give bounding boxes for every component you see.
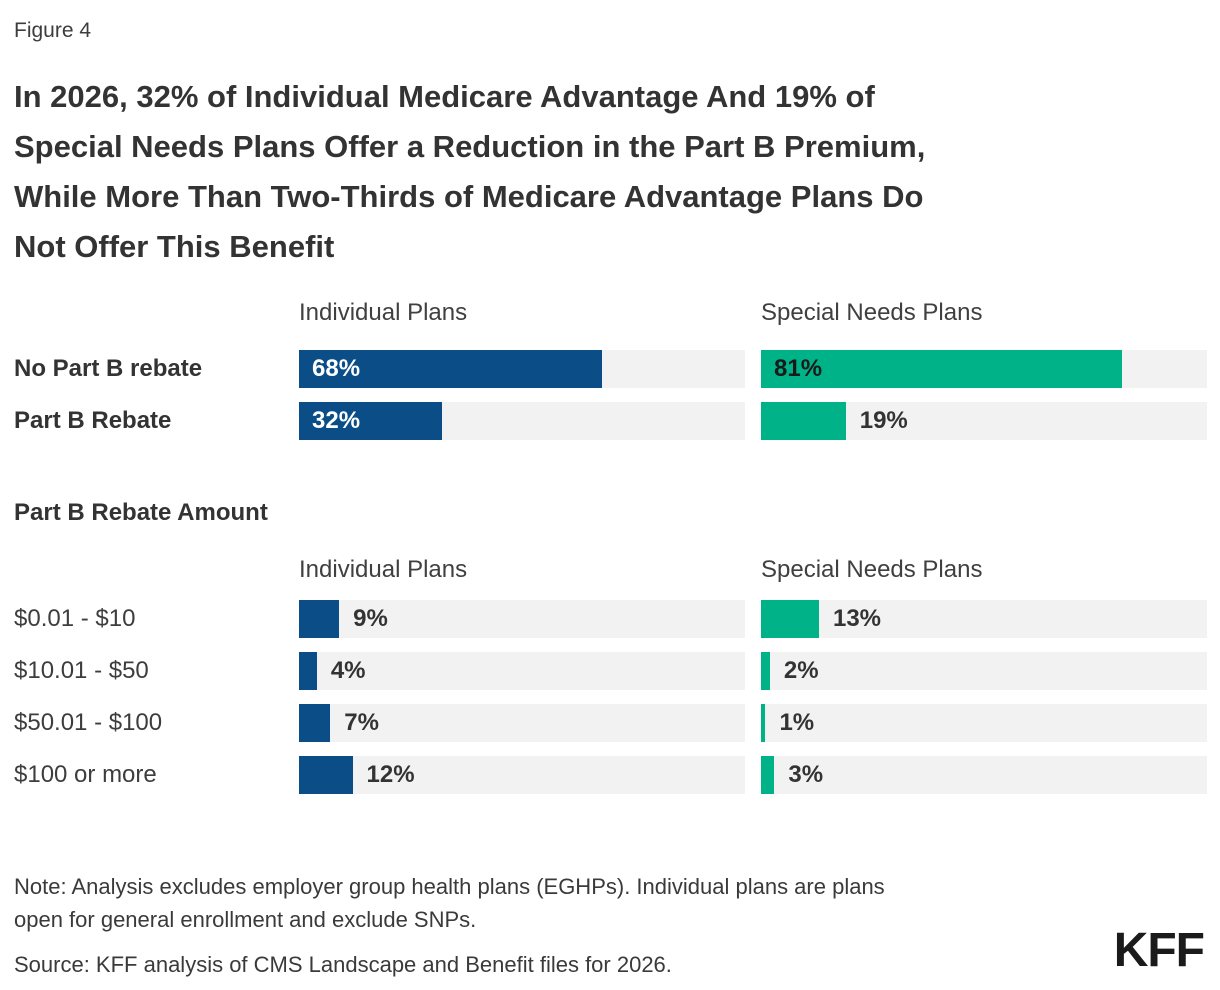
footer: Note: Analysis excludes employer group h… (14, 870, 1207, 980)
category-label: $50.01 - $100 (14, 709, 163, 736)
bar-track: 7% (299, 704, 745, 742)
category-label: No Part B rebate (14, 355, 203, 382)
section-heading-rebate-amount: Part B Rebate Amount (14, 499, 268, 526)
chart1-rows: No Part B rebate 68% 81% Part B Rebate 32% 19… (14, 350, 1207, 440)
bar-fill (761, 350, 1123, 388)
note-text-line-1: Note: Analysis excludes employer group h… (14, 874, 885, 899)
title-line-2: Special Needs Plans Offer a Reduction in… (14, 129, 926, 164)
bar-track: 32% (299, 402, 745, 440)
chart1-column-headers: Individual Plans Special Needs Plans (14, 298, 1207, 328)
chart-row: $10.01 - $50 4% 2% (14, 652, 1207, 690)
category-label: $0.01 - $10 (14, 605, 136, 632)
chart1-header-individual-plans: Individual Plans (299, 299, 468, 326)
chart-row: $50.01 - $100 7% 1% (14, 704, 1207, 742)
bar-value-label: 68% (312, 355, 361, 382)
bar-track: 81% (761, 350, 1207, 388)
bar-value-label: 7% (344, 709, 379, 736)
bar-track: 13% (761, 600, 1207, 638)
source-text: Source: KFF analysis of CMS Landscape an… (14, 952, 672, 977)
bar-value-label: 32% (312, 407, 361, 434)
chart-row: Part B Rebate 32% 19% (14, 402, 1207, 440)
bar-value-label: 19% (859, 407, 908, 434)
bar-track: 2% (761, 652, 1207, 690)
chart1-header-special-needs-plans: Special Needs Plans (761, 299, 983, 326)
bar-track: 19% (761, 402, 1207, 440)
bar-track: 3% (761, 756, 1207, 794)
kff-logo: KFF (1113, 924, 1205, 977)
header-spacer (14, 298, 283, 328)
bar-track: 12% (299, 756, 745, 794)
bar-fill (761, 704, 766, 742)
bar-value-label: 2% (783, 657, 819, 684)
title-line-1: In 2026, 32% of Individual Medicare Adva… (14, 79, 875, 114)
figure-number: Figure 4 (14, 19, 92, 42)
bar-fill (299, 652, 317, 690)
chart-row: No Part B rebate 68% 81% (14, 350, 1207, 388)
category-label: Part B Rebate (14, 407, 172, 434)
bar-fill (299, 402, 442, 440)
chart-row: $100 or more 12% 3% (14, 756, 1207, 794)
bar-fill (761, 402, 846, 440)
page-title: In 2026, 32% of Individual Medicare Adva… (14, 72, 1207, 272)
title-line-3: While More Than Two-Thirds of Medicare A… (14, 179, 924, 214)
bar-value-label: 13% (832, 605, 882, 632)
bar-value-label: 9% (353, 605, 388, 632)
chart2-rows: $0.01 - $10 9% 13% $10.01 - $50 4% 2% $50.01 -… (14, 600, 1207, 794)
bar-track: 1% (761, 704, 1207, 742)
header-spacer (14, 555, 283, 585)
chart2-column-headers: Individual Plans Special Needs Plans (14, 555, 1207, 585)
bar-track: 68% (299, 350, 745, 388)
bar-value-label: 12% (366, 761, 415, 788)
bar-track: 4% (299, 652, 745, 690)
chart2-header-special-needs-plans: Special Needs Plans (761, 556, 983, 583)
bar-value-label: 3% (788, 761, 824, 788)
chart-row: $0.01 - $10 9% 13% (14, 600, 1207, 638)
bar-value-label: 4% (330, 657, 366, 684)
bar-fill (761, 756, 775, 794)
bar-fill (299, 350, 603, 388)
bar-track: 9% (299, 600, 745, 638)
note-text-line-2: open for general enrollment and exclude … (14, 907, 477, 932)
bar-value-label: 81% (774, 355, 823, 382)
title-line-4: Not Offer This Benefit (14, 229, 335, 264)
category-label: $100 or more (14, 761, 157, 788)
bar-fill (299, 756, 353, 794)
bar-fill (761, 652, 770, 690)
category-label: $10.01 - $50 (14, 657, 149, 684)
bar-fill (761, 600, 819, 638)
bar-fill (299, 600, 340, 638)
bar-value-label: 1% (779, 709, 815, 736)
bar-fill (299, 704, 331, 742)
chart2-header-individual-plans: Individual Plans (299, 556, 468, 583)
